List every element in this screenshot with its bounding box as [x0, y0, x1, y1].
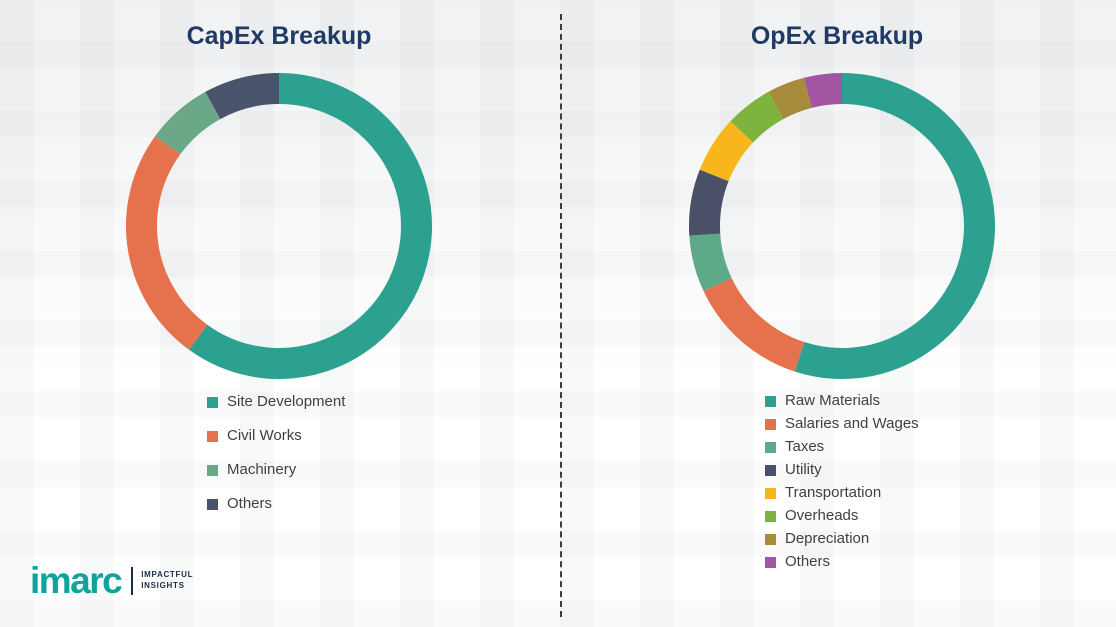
- legend-label: Utility: [785, 461, 822, 478]
- capex-donut-chart: [125, 72, 433, 380]
- legend-swatch: [765, 395, 776, 407]
- donut-segment-overheads: [730, 91, 784, 143]
- legend-item-raw-materials: Raw Materials: [765, 392, 919, 410]
- legend-label: Civil Works: [227, 427, 302, 444]
- legend-swatch: [207, 430, 218, 442]
- legend-label: Overheads: [785, 507, 859, 524]
- legend-swatch: [207, 498, 218, 510]
- donut-segment-machinery: [155, 91, 221, 155]
- legend-swatch: [765, 418, 776, 430]
- legend-item-salaries-and-wages: Salaries and Wages: [765, 415, 919, 433]
- donut-segment-site-development: [189, 73, 432, 379]
- legend-swatch: [765, 487, 776, 499]
- legend-label: Depreciation: [785, 530, 870, 547]
- legend-item-civil-works: Civil Works: [207, 426, 345, 446]
- legend-swatch: [765, 441, 776, 453]
- vertical-dashed-divider: [560, 14, 562, 617]
- legend-swatch: [207, 396, 218, 408]
- legend-swatch: [207, 464, 218, 476]
- imarc-logo-divider: [131, 566, 134, 595]
- legend-item-utility: Utility: [765, 461, 919, 479]
- legend-label: Others: [227, 495, 273, 512]
- capex-section: CapEx Breakup Site Development Civil Work…: [125, 22, 433, 528]
- legend-item-depreciation: Depreciation: [765, 530, 919, 548]
- legend-item-taxes: Taxes: [765, 438, 919, 456]
- legend-item-site-development: Site Development: [207, 392, 345, 412]
- legend-label: Taxes: [785, 438, 825, 455]
- legend-label: Transportation: [785, 484, 882, 501]
- donut-segment-raw-materials: [794, 73, 995, 379]
- donut-segment-transportation: [699, 121, 754, 182]
- donut-segment-depreciation: [768, 77, 813, 120]
- donut-segment-civil-works: [126, 136, 208, 350]
- legend-label: Site Development: [227, 393, 346, 410]
- legend-label: Others: [785, 553, 831, 570]
- donut-segment-others: [205, 73, 280, 120]
- legend-label: Salaries and Wages: [785, 415, 919, 432]
- legend-swatch: [765, 510, 776, 522]
- legend-item-machinery: Machinery: [207, 460, 345, 480]
- imarc-logo-text: imarc: [30, 560, 123, 601]
- opex-donut-chart: [688, 72, 996, 380]
- capex-legend: Site Development Civil Works Machinery Othe…: [207, 392, 345, 528]
- legend-swatch: [765, 556, 776, 568]
- donut-segment-others: [803, 73, 843, 108]
- imarc-tagline-line1: IMPACTFUL: [141, 569, 194, 579]
- legend-item-others: Others: [207, 494, 345, 514]
- capex-chart-title: CapEx Breakup: [186, 22, 372, 50]
- imarc-logo: imarc IMPACTFUL INSIGHTS: [30, 562, 193, 599]
- legend-swatch: [765, 533, 776, 545]
- legend-item-overheads: Overheads: [765, 507, 919, 525]
- legend-item-others: Others: [765, 553, 919, 571]
- opex-legend: Raw Materials Salaries and Wages Taxes Util…: [765, 392, 919, 576]
- imarc-logo-tagline: IMPACTFUL INSIGHTS: [141, 570, 193, 592]
- donut-segment-utility: [689, 169, 729, 236]
- opex-chart-title: OpEx Breakup: [750, 22, 924, 50]
- opex-section: OpEx Breakup Raw Materials Salaries and W…: [558, 0, 1116, 627]
- donut-segment-taxes: [689, 233, 732, 292]
- imarc-tagline-line2: INSIGHTS: [141, 580, 185, 590]
- donut-segment-salaries-and-wages: [703, 277, 805, 372]
- legend-swatch: [765, 464, 776, 476]
- legend-label: Machinery: [227, 461, 297, 478]
- legend-item-transportation: Transportation: [765, 484, 919, 502]
- legend-label: Raw Materials: [785, 392, 881, 409]
